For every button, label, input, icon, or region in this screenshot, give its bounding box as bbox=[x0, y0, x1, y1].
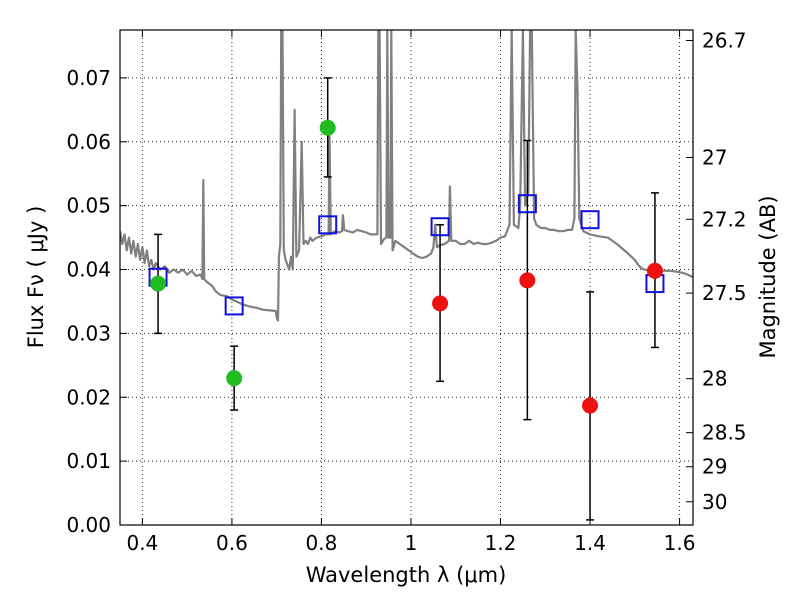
model-square-marker bbox=[430, 217, 450, 237]
marker-layer bbox=[148, 119, 665, 414]
right-tick-label: 27.5 bbox=[702, 281, 747, 305]
model-square-marker bbox=[580, 210, 600, 230]
y-tick-label: 0.01 bbox=[66, 449, 111, 473]
right-tick-label: 30 bbox=[702, 490, 727, 514]
photometry-point bbox=[319, 119, 336, 136]
y-tick-label: 0.06 bbox=[66, 130, 111, 154]
y-axis-label: Flux Fν ( μJy ) bbox=[24, 206, 48, 349]
photometry-point bbox=[150, 275, 167, 292]
right-tick-label: 27.2 bbox=[702, 207, 747, 231]
model-square-marker bbox=[318, 215, 338, 235]
y-tick-label: 0.03 bbox=[66, 321, 111, 345]
right-tick-label: 29 bbox=[702, 455, 727, 479]
y-tick-label: 0.07 bbox=[66, 66, 111, 90]
x-tick-label: 1 bbox=[405, 531, 418, 555]
y-tick-label: 0.04 bbox=[66, 258, 111, 282]
photometry-point bbox=[226, 370, 243, 387]
right-tick-label: 27 bbox=[702, 145, 727, 169]
model-square-marker bbox=[224, 296, 244, 316]
right-axis-label: Magnitude (AB) bbox=[756, 195, 780, 358]
y-tick-label: 0.00 bbox=[66, 513, 111, 537]
x-tick-label: 0.8 bbox=[306, 531, 338, 555]
spectrum-layer bbox=[120, 30, 693, 322]
right-tick-label: 26.7 bbox=[702, 28, 747, 52]
x-tick-label: 1.6 bbox=[664, 531, 696, 555]
photometry-point bbox=[432, 295, 449, 312]
x-tick-label: 1.2 bbox=[485, 531, 517, 555]
model-square-marker bbox=[517, 194, 537, 214]
x-tick-label: 0.6 bbox=[216, 531, 248, 555]
photometry-point bbox=[519, 272, 536, 289]
plot-frame bbox=[119, 29, 694, 526]
axis-layer: 0.4 0.6 0.8 1 1.2 1.4 1.6 0.00 0.01 0.02 0.03 0.04 0… bbox=[66, 28, 746, 555]
x-axis-label: Wavelength λ (μm) bbox=[306, 563, 507, 587]
grid-layer bbox=[120, 30, 693, 526]
model-spectrum-line bbox=[120, 30, 693, 322]
x-tick-label: 1.4 bbox=[574, 531, 606, 555]
y-tick-label: 0.02 bbox=[66, 385, 111, 409]
photometry-point bbox=[646, 262, 663, 279]
photometry-point bbox=[582, 397, 599, 414]
x-tick-label: 0.4 bbox=[126, 531, 158, 555]
right-tick-label: 28.5 bbox=[702, 421, 747, 445]
y-tick-label: 0.05 bbox=[66, 194, 111, 218]
right-tick-label: 28 bbox=[702, 367, 727, 391]
